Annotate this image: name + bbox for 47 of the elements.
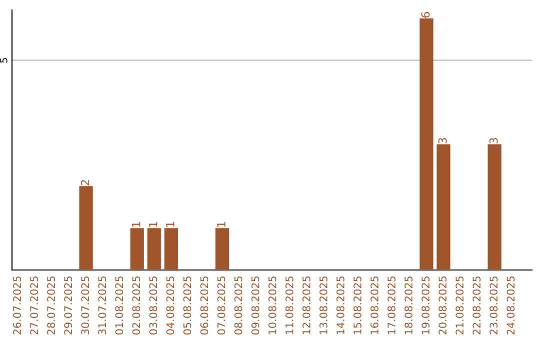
x-tick-label: 26.07.2025: [13, 276, 21, 334]
x-tick-label: 06.08.2025: [200, 276, 208, 335]
x-tick-label: 15.08.2025: [354, 276, 362, 334]
x-tick-label: 10.08.2025: [268, 276, 276, 334]
x-tick-label: 30.07.2025: [81, 276, 90, 334]
data-label: 1: [132, 222, 140, 227]
x-tick-label: 08.08.2025: [234, 276, 242, 335]
bar: [147, 228, 161, 270]
data-label: 6: [421, 12, 430, 18]
x-tick-label: 24.08.2025: [506, 276, 515, 334]
x-tick-label: 19.08.2025: [422, 276, 430, 334]
x-tick-label: 07.08.2025: [217, 276, 226, 335]
x-tick-label: 27.07.2025: [30, 276, 38, 334]
bar: [130, 228, 144, 270]
x-tick-label: 17.08.2025: [388, 276, 396, 334]
data-label: 1: [166, 222, 174, 227]
x-tick-label: 13.08.2025: [319, 276, 328, 334]
data-label: 3: [489, 138, 498, 144]
x-tick-label: 28.07.2025: [47, 276, 56, 334]
x-tick-label: 12.08.2025: [302, 276, 310, 334]
x-tick-label: 03.08.2025: [149, 276, 158, 335]
x-tick-label: 16.08.2025: [370, 276, 378, 334]
y-tick-label: 5: [0, 58, 8, 63]
x-tick-label: 14.08.2025: [336, 276, 344, 334]
x-tick-label: 18.08.2025: [404, 276, 412, 334]
data-label: 3: [438, 138, 447, 144]
data-label: 2: [80, 180, 90, 186]
x-tick-label: 04.08.2025: [166, 276, 174, 335]
x-tick-label: 31.07.2025: [98, 276, 106, 334]
x-tick-label: 02.08.2025: [132, 276, 140, 335]
bar: [79, 186, 93, 270]
x-tick-label: 01.08.2025: [115, 276, 124, 335]
bar: [488, 144, 502, 270]
bar: [164, 228, 178, 270]
x-tick-label: 22.08.2025: [472, 276, 481, 334]
x-tick-label: 29.07.2025: [64, 276, 72, 334]
bar: [420, 18, 434, 270]
x-tick-label: 09.08.2025: [251, 276, 260, 335]
x-tick-label: 23.08.2025: [490, 276, 498, 334]
bar: [215, 228, 230, 270]
bar: [436, 144, 450, 270]
x-tick-label: 05.08.2025: [183, 276, 192, 335]
data-label: 1: [149, 222, 158, 227]
x-tick-label: 11.08.2025: [285, 276, 294, 334]
x-tick-label: 21.08.2025: [456, 276, 464, 334]
data-label: 1: [217, 222, 226, 227]
x-tick-label: 20.08.2025: [438, 276, 447, 334]
